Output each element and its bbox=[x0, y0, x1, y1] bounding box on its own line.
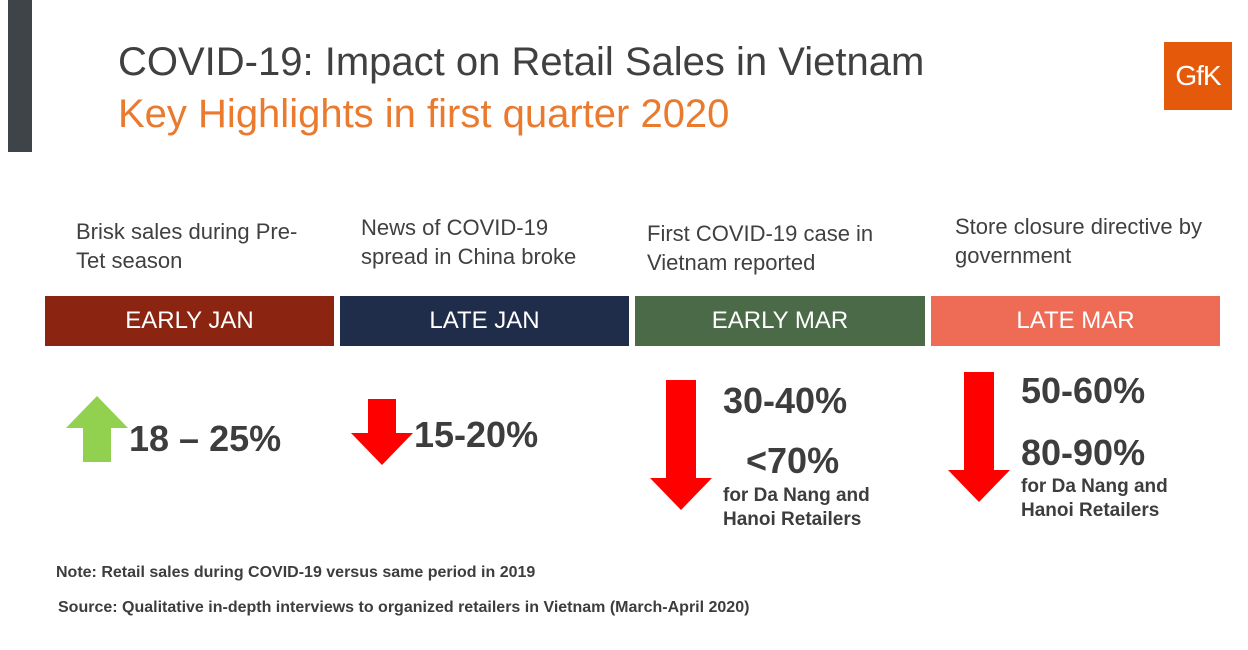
period-band-early-jan: EARLY JAN bbox=[45, 296, 334, 346]
event-late-jan: News of COVID-19 spread in China broke bbox=[361, 215, 577, 269]
early-mar-change-value: 30-40% bbox=[723, 380, 848, 421]
early-mar-hanoi-danang-note: for Da Nang and Hanoi Retailers bbox=[723, 485, 870, 530]
period-band-late-jan: LATE JAN bbox=[340, 296, 629, 346]
early-jan-change-value: 18 – 25% bbox=[129, 418, 282, 459]
late-jan-change-value: 15-20% bbox=[414, 414, 539, 455]
event-early-mar: First COVID-19 case in Vietnam reported bbox=[647, 221, 874, 275]
decorative-side-bar bbox=[8, 0, 32, 152]
gfk-logo: GfK bbox=[1164, 42, 1232, 110]
event-late-mar: Store closure directive by government bbox=[955, 214, 1202, 268]
late-mar-change-value: 50-60% bbox=[1021, 370, 1146, 411]
period-band-early-mar: EARLY MAR bbox=[635, 296, 925, 346]
footnote-source: Source: Qualitative in-depth interviews … bbox=[58, 599, 750, 616]
event-early-jan: Brisk sales during Pre-Tet season bbox=[76, 219, 298, 273]
footnote-note: Note: Retail sales during COVID-19 versu… bbox=[56, 564, 536, 581]
down-arrow-icon bbox=[948, 372, 1010, 502]
page-title: COVID-19: Impact on Retail Sales in Viet… bbox=[118, 40, 925, 84]
down-arrow-icon bbox=[650, 380, 712, 510]
up-arrow-icon bbox=[66, 396, 128, 462]
late-mar-hanoi-danang-value: 80-90% bbox=[1021, 432, 1146, 473]
page-subtitle: Key Highlights in first quarter 2020 bbox=[118, 92, 730, 136]
late-mar-hanoi-danang-note: for Da Nang and Hanoi Retailers bbox=[1021, 476, 1168, 521]
period-band-late-mar: LATE MAR bbox=[931, 296, 1220, 346]
down-arrow-icon bbox=[351, 399, 413, 465]
early-mar-hanoi-danang-value: <70% bbox=[746, 440, 840, 481]
